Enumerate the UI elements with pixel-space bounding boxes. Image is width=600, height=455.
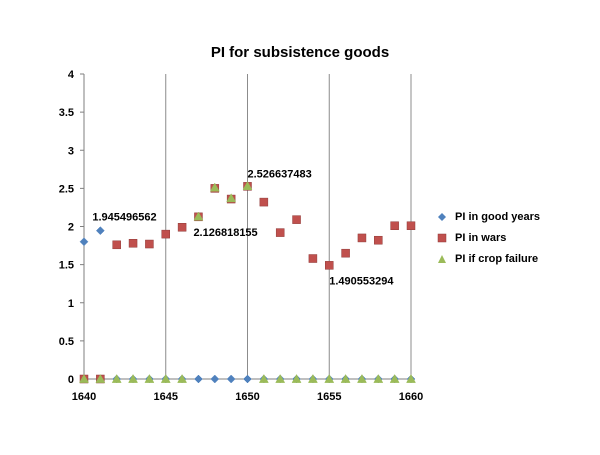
x-tick-label: 1640 [72, 391, 96, 403]
data-point-triangle [79, 373, 89, 383]
legend-label: PI if crop failure [455, 252, 539, 265]
data-point-triangle [242, 181, 253, 190]
y-tick-label: 0 [68, 374, 74, 386]
data-point-triangle [275, 373, 286, 383]
data-point-triangle [111, 373, 122, 383]
data-label: 2.126818155 [193, 227, 257, 239]
data-point-square [341, 248, 350, 258]
data-point-triangle [177, 373, 188, 383]
data-point-triangle [406, 373, 416, 383]
data-point-diamond [226, 374, 236, 384]
data-point-square [406, 221, 416, 230]
legend-marker-square [435, 233, 449, 243]
x-tick-label: 1645 [154, 391, 178, 403]
y-tick-label: 0.5 [59, 336, 74, 348]
data-point-triangle [258, 373, 269, 383]
data-point-square [259, 197, 269, 207]
data-point-square [325, 261, 334, 270]
data-point-triangle [144, 373, 155, 383]
y-tick-label: 2.5 [59, 183, 74, 195]
data-label: 2.526637483 [248, 168, 312, 180]
y-tick-label: 1.5 [59, 260, 74, 272]
data-point-triangle [324, 373, 335, 383]
data-label: 1.945496562 [92, 212, 156, 224]
data-point-triangle [226, 193, 237, 203]
legend-marker-triangle [435, 254, 449, 264]
x-tick-label: 1650 [235, 391, 259, 403]
legend-item: PI in good years [435, 206, 540, 227]
data-point-triangle [209, 182, 220, 192]
data-point-square [112, 240, 121, 250]
data-point-square [145, 239, 154, 249]
data-point-square [357, 233, 367, 243]
data-point-diamond [194, 374, 203, 384]
data-point-triangle [95, 373, 106, 383]
y-tick-label: 4 [68, 69, 75, 81]
data-point-triangle [340, 373, 351, 383]
chart-title: PI for subsistence goods [210, 44, 390, 61]
y-tick-label: 2 [68, 222, 74, 234]
legend: PI in good years PI in wars PI if crop fai… [435, 206, 540, 269]
data-point-triangle [160, 373, 171, 383]
data-point-triangle [373, 373, 384, 383]
data-point-triangle [128, 373, 138, 383]
x-tick-label: 1660 [399, 391, 423, 403]
data-point-diamond [243, 374, 252, 384]
legend-marker-diamond [435, 212, 449, 222]
data-point-triangle [193, 211, 204, 221]
data-point-triangle [291, 373, 302, 383]
data-point-square [128, 239, 138, 248]
data-point-square [161, 229, 170, 239]
data-point-square [308, 254, 318, 263]
legend-label: PI in wars [455, 231, 507, 244]
x-tick-label: 1655 [317, 391, 341, 403]
legend-label: PI in good years [455, 210, 540, 223]
legend-item: PI in wars [435, 227, 540, 248]
data-point-triangle [307, 373, 318, 383]
data-label: 1.490553294 [329, 275, 394, 287]
data-point-diamond [210, 374, 220, 384]
data-point-square [177, 223, 187, 232]
data-point-diamond [79, 237, 89, 247]
data-point-square [374, 235, 383, 245]
data-point-square [292, 215, 301, 224]
data-point-diamond [95, 226, 105, 236]
data-point-square [275, 228, 285, 237]
y-tick-label: 1 [68, 298, 74, 310]
data-point-triangle [357, 373, 367, 383]
data-point-triangle [389, 373, 400, 383]
y-tick-label: 3 [68, 145, 74, 157]
data-point-square [390, 221, 399, 230]
y-tick-label: 3.5 [59, 107, 74, 119]
legend-item: PI if crop failure [435, 248, 540, 269]
